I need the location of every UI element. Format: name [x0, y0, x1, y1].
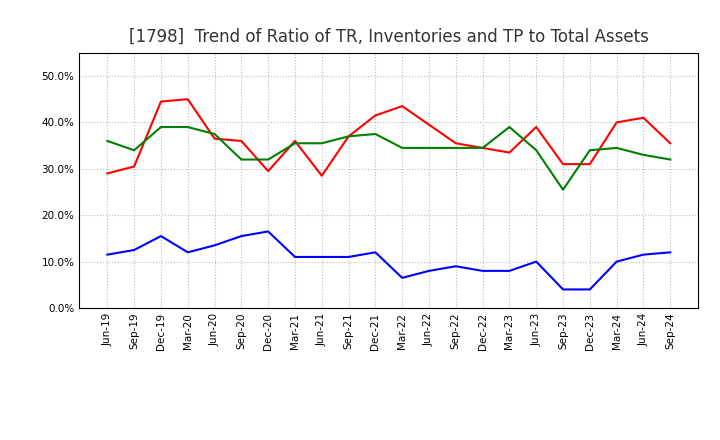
Trade Payables [666, 157, 675, 162]
Inventories [318, 254, 326, 260]
Trade Receivables [130, 164, 138, 169]
Trade Payables [505, 125, 514, 130]
Trade Receivables [291, 138, 300, 143]
Line: Trade Payables: Trade Payables [107, 127, 670, 190]
Trade Receivables [666, 141, 675, 146]
Trade Payables [532, 147, 541, 153]
Trade Receivables [371, 113, 379, 118]
Inventories [184, 249, 192, 255]
Trade Payables [585, 147, 594, 153]
Trade Payables [478, 145, 487, 150]
Trade Payables [425, 145, 433, 150]
Trade Receivables [157, 99, 166, 104]
Inventories [425, 268, 433, 274]
Trade Payables [318, 141, 326, 146]
Trade Payables [184, 125, 192, 130]
Trade Receivables [532, 125, 541, 130]
Trade Payables [344, 134, 353, 139]
Inventories [291, 254, 300, 260]
Trade Receivables [639, 115, 648, 121]
Trade Receivables [103, 171, 112, 176]
Inventories [666, 249, 675, 255]
Inventories [344, 254, 353, 260]
Trade Payables [451, 145, 460, 150]
Trade Receivables [398, 103, 407, 109]
Inventories [559, 287, 567, 292]
Inventories [478, 268, 487, 274]
Trade Receivables [451, 141, 460, 146]
Trade Receivables [184, 96, 192, 102]
Inventories [639, 252, 648, 257]
Inventories [264, 229, 272, 234]
Inventories [451, 264, 460, 269]
Inventories [237, 234, 246, 239]
Trade Payables [264, 157, 272, 162]
Trade Receivables [237, 138, 246, 143]
Trade Payables [130, 147, 138, 153]
Trade Payables [639, 152, 648, 158]
Inventories [130, 247, 138, 253]
Inventories [532, 259, 541, 264]
Trade Receivables [425, 122, 433, 127]
Inventories [210, 243, 219, 248]
Trade Receivables [559, 161, 567, 167]
Trade Payables [371, 132, 379, 137]
Line: Inventories: Inventories [107, 231, 670, 290]
Inventories [103, 252, 112, 257]
Trade Receivables [585, 161, 594, 167]
Inventories [612, 259, 621, 264]
Trade Receivables [318, 173, 326, 178]
Inventories [505, 268, 514, 274]
Inventories [398, 275, 407, 280]
Trade Receivables [210, 136, 219, 141]
Line: Trade Receivables: Trade Receivables [107, 99, 670, 176]
Trade Payables [398, 145, 407, 150]
Trade Receivables [264, 169, 272, 174]
Trade Payables [559, 187, 567, 192]
Inventories [157, 234, 166, 239]
Trade Payables [103, 138, 112, 143]
Trade Payables [210, 132, 219, 137]
Inventories [585, 287, 594, 292]
Trade Payables [612, 145, 621, 150]
Trade Receivables [612, 120, 621, 125]
Trade Payables [157, 125, 166, 130]
Trade Receivables [505, 150, 514, 155]
Trade Payables [291, 141, 300, 146]
Trade Receivables [478, 145, 487, 150]
Trade Payables [237, 157, 246, 162]
Trade Receivables [344, 134, 353, 139]
Title: [1798]  Trend of Ratio of TR, Inventories and TP to Total Assets: [1798] Trend of Ratio of TR, Inventories… [129, 28, 649, 46]
Inventories [371, 249, 379, 255]
